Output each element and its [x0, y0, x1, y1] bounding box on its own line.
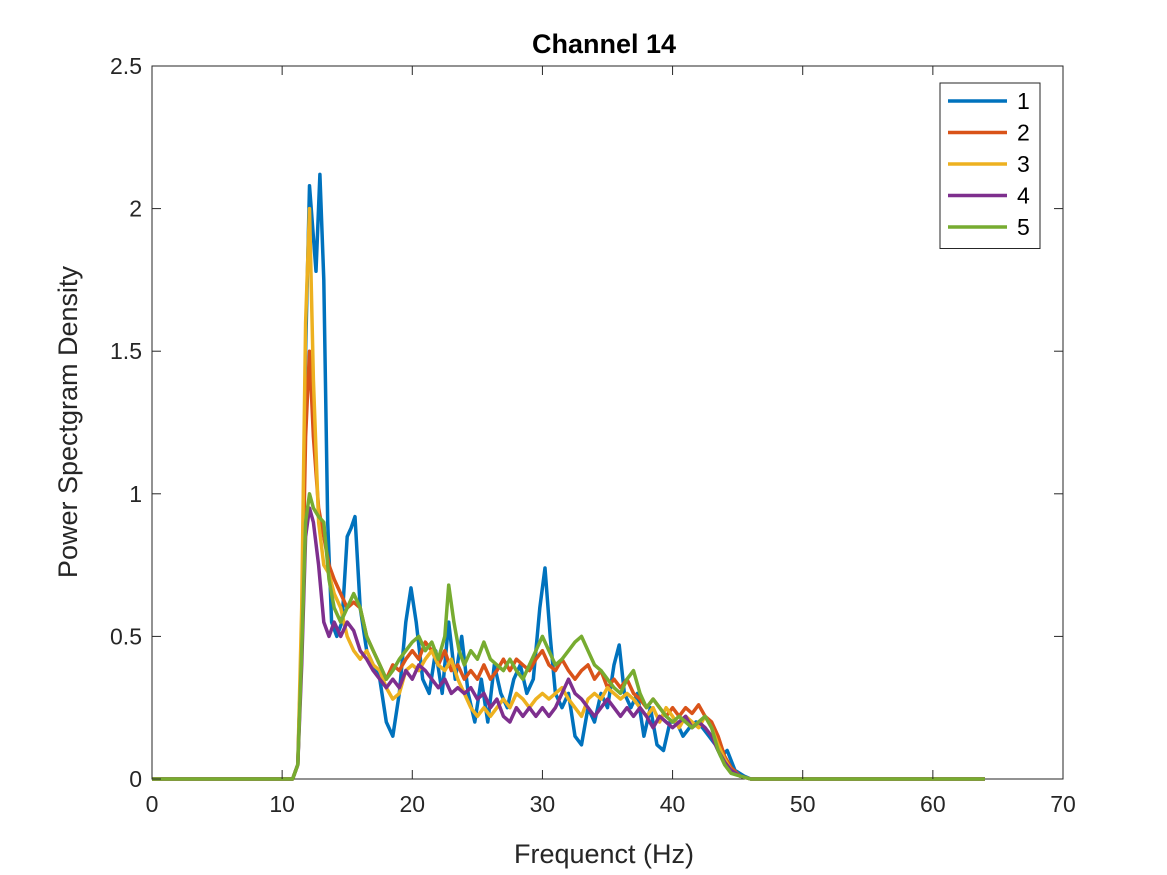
legend-label-4: 4: [1017, 183, 1030, 209]
x-tick-label: 10: [269, 791, 295, 817]
legend-label-1: 1: [1017, 88, 1030, 114]
series-line-4: [152, 506, 985, 781]
x-tick-label: 70: [1050, 791, 1076, 817]
x-tick-label: 0: [146, 791, 159, 817]
legend-label-2: 2: [1017, 120, 1030, 146]
x-tick-label: 40: [660, 791, 686, 817]
y-axis: 0 0.5 1 1.5 2 2.5: [110, 53, 1063, 792]
x-tick-label: 50: [790, 791, 816, 817]
x-tick-label: 30: [530, 791, 556, 817]
x-tick-label: 60: [920, 791, 946, 817]
plot-area: [151, 65, 1064, 781]
y-tick-label: 0.5: [110, 623, 142, 649]
y-tick-label: 1: [129, 481, 142, 507]
legend-label-5: 5: [1017, 214, 1030, 240]
legend-label-3: 3: [1017, 151, 1030, 177]
series-line-2: [152, 349, 985, 781]
chart-title: Channel 14: [532, 29, 676, 59]
y-tick-label: 2.5: [110, 53, 142, 79]
series-line-1: [152, 172, 985, 781]
y-tick-label: 0: [129, 766, 142, 792]
y-tick-label: 2: [129, 196, 142, 222]
y-tick-label: 1.5: [110, 338, 142, 364]
series-line-5: [152, 492, 985, 781]
y-axis-label: Power Spectgram Density: [53, 265, 83, 578]
legend: 1 2 3 4 5: [939, 82, 1041, 249]
axes-box: [151, 65, 1064, 780]
x-axis-label: Frequenct (Hz): [514, 839, 694, 869]
x-tick-label: 20: [399, 791, 425, 817]
x-axis: 0 10 20 30 40 50 60 70: [146, 66, 1076, 817]
